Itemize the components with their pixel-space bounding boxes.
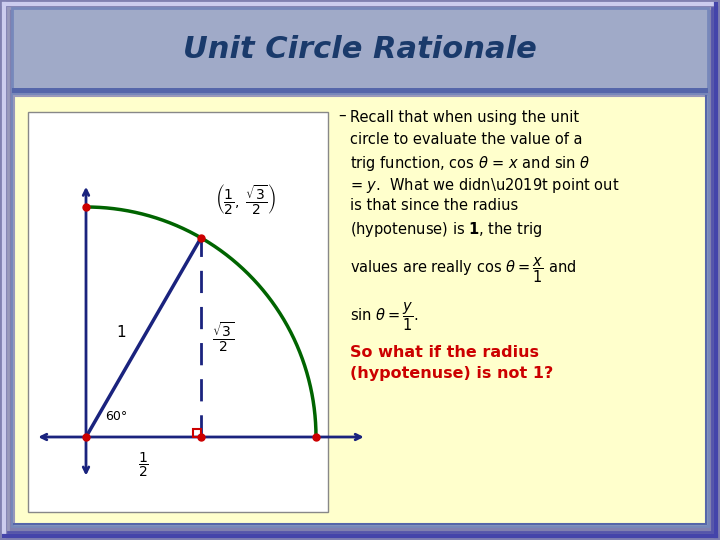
Text: circle to evaluate the value of a: circle to evaluate the value of a [350, 132, 582, 147]
Bar [12, 8, 708, 90]
Text: Recall that when using the unit: Recall that when using the unit [350, 110, 579, 125]
Text: values are really cos $\theta = \dfrac{x}{1}$ and: values are really cos $\theta = \dfrac{x… [350, 255, 576, 285]
Text: $\dfrac{1}{2}$: $\dfrac{1}{2}$ [138, 451, 149, 479]
Text: $\left(\dfrac{1}{2},\ \dfrac{\sqrt{3}}{2}\right)$: $\left(\dfrac{1}{2},\ \dfrac{\sqrt{3}}{2… [215, 182, 276, 216]
Text: –: – [338, 108, 346, 123]
Text: 60°: 60° [105, 410, 127, 423]
Text: 1: 1 [117, 325, 126, 340]
Text: trig function, cos $\theta$ = $x$ and sin $\theta$: trig function, cos $\theta$ = $x$ and si… [350, 154, 590, 173]
Text: sin $\theta = \dfrac{y}{1}$.: sin $\theta = \dfrac{y}{1}$. [350, 300, 419, 333]
Text: $\dfrac{\sqrt{3}}{2}$: $\dfrac{\sqrt{3}}{2}$ [212, 321, 234, 354]
Text: = $y$.  What we didn\u2019t point out: = $y$. What we didn\u2019t point out [350, 176, 619, 195]
Text: (hypotenuse) is $\mathbf{1}$, the trig: (hypotenuse) is $\mathbf{1}$, the trig [350, 220, 542, 239]
Bar [28, 112, 328, 512]
Bar [193, 429, 201, 437]
Text: So what if the radius
(hypotenuse) is not 1?: So what if the radius (hypotenuse) is no… [350, 345, 553, 381]
Bar [12, 94, 708, 526]
Text: Unit Circle Rationale: Unit Circle Rationale [183, 35, 537, 64]
Text: is that since the radius: is that since the radius [350, 198, 518, 213]
Bar [12, 88, 708, 93]
